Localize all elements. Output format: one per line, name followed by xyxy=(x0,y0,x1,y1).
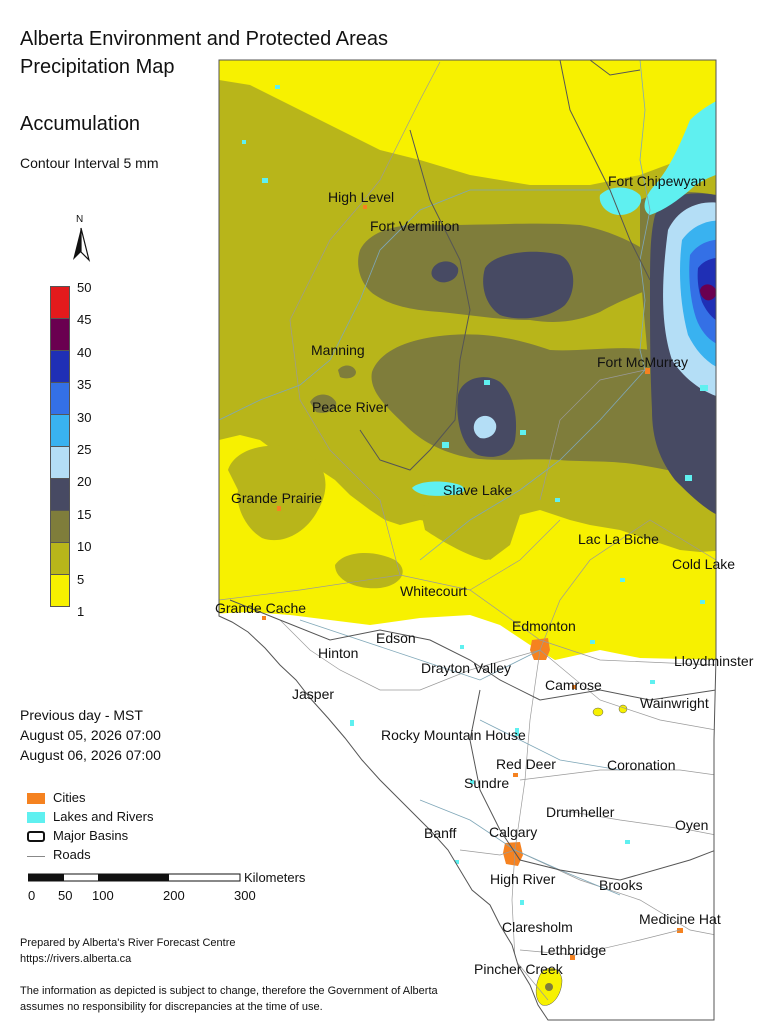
color-scale-label: 30 xyxy=(77,409,92,425)
scale-tick-label: 200 xyxy=(163,888,185,903)
scale-tick-label: 300 xyxy=(234,888,256,903)
disclaimer: The information as depicted is subject t… xyxy=(20,985,438,1013)
city-label: Lloydminster xyxy=(674,653,754,669)
color-scale-label: 5 xyxy=(77,571,85,587)
city-label: Cold Lake xyxy=(672,556,735,572)
color-scale-label: 25 xyxy=(77,442,92,457)
city-label: Lac La Biche xyxy=(578,531,659,547)
yellow-pocket-wainwright-2 xyxy=(618,704,628,714)
city-label: Lethbridge xyxy=(540,942,606,958)
city-label: Brooks xyxy=(599,877,643,893)
city-label: Grande Cache xyxy=(215,600,306,616)
color-scale-label: 1 xyxy=(77,604,85,619)
contour-5-10-lobe-center xyxy=(420,500,500,560)
basin-boundaries xyxy=(229,60,716,881)
rivers xyxy=(219,60,651,896)
city-label: Manning xyxy=(311,342,365,358)
city-label: Claresholm xyxy=(502,919,573,935)
time-period: Previous day - MST August 05, 2026 07:00… xyxy=(20,705,161,765)
city-label: Whitecourt xyxy=(400,583,467,599)
color-scale-label: 50 xyxy=(77,280,92,295)
color-scale-label: 15 xyxy=(77,506,92,522)
basins-swatch xyxy=(27,831,45,842)
city-label: Drayton Valley xyxy=(421,660,511,676)
map-title-line2: Precipitation Map xyxy=(20,56,175,78)
color-scale-label: 40 xyxy=(77,344,92,360)
city-label: Calgary xyxy=(489,824,537,840)
city-label: Fort Vermillion xyxy=(370,218,459,234)
alberta-outline xyxy=(218,59,717,1021)
cities-swatch xyxy=(27,793,45,804)
city-label: Medicine Hat xyxy=(639,911,721,927)
city-label: Red Deer xyxy=(496,756,556,772)
lakes xyxy=(242,85,716,905)
map-title-line1: Alberta Environment and Protected Areas xyxy=(20,28,388,50)
scale-ticks: 0 50 100 200 300 xyxy=(28,888,256,903)
roads-swatch xyxy=(27,856,45,857)
yellow-pocket-wainwright xyxy=(592,707,604,717)
city-label: Edson xyxy=(376,630,416,646)
city-labels: High Level Fort Vermillion Fort Chipewyan M… xyxy=(215,173,754,977)
contour-20-25-central xyxy=(473,415,497,439)
credit-block: Prepared by Alberta's River Forecast Cen… xyxy=(20,935,235,967)
contour-5-10-lobe-grande-prairie xyxy=(228,445,326,541)
credit-url: https://rivers.alberta.ca xyxy=(20,953,132,965)
color-scale-label: 20 xyxy=(77,474,92,490)
contour-15-20-north-right xyxy=(483,251,574,319)
lake-athabasca xyxy=(644,95,716,215)
city-label: Fort Chipewyan xyxy=(608,173,706,189)
color-scale-label: 10 xyxy=(77,539,92,555)
city-label: Oyen xyxy=(675,817,708,833)
city-label: Grande Prairie xyxy=(231,490,322,506)
contour-10-15-central xyxy=(371,334,716,476)
scale-bar: Kilometers 0 50 100 200 300 xyxy=(28,872,306,903)
city-label: Jasper xyxy=(292,686,334,702)
scale-unit: Kilometers xyxy=(244,872,306,885)
contour-40-45 xyxy=(700,284,716,301)
color-scale-label: 35 xyxy=(77,377,92,393)
north-label: N xyxy=(76,214,84,225)
city-label: Peace River xyxy=(312,399,389,415)
city-label: Sundre xyxy=(464,775,509,791)
city-label: High Level xyxy=(328,189,394,205)
calgary-area xyxy=(503,842,523,866)
color-scale xyxy=(50,286,70,607)
map-subtitle: Accumulation xyxy=(20,113,141,135)
edmonton-area xyxy=(530,638,550,660)
color-scale-label: 45 xyxy=(77,312,92,328)
city-label: Slave Lake xyxy=(443,482,512,498)
city-label: High River xyxy=(490,871,556,887)
city-label: Fort McMurray xyxy=(597,354,688,370)
city-label: Hinton xyxy=(318,645,358,661)
city-label: Wainwright xyxy=(640,695,709,711)
contour-interval-note: Contour Interval 5 mm xyxy=(20,155,159,171)
city-label: Rocky Mountain House xyxy=(381,727,526,743)
period-type: Previous day - MST xyxy=(20,707,143,723)
city-label: Camrose xyxy=(545,677,602,693)
contour-5-10-lobe-whitecourt xyxy=(335,553,403,589)
color-scale-swatch xyxy=(50,574,70,607)
city-label: Coronation xyxy=(607,757,676,773)
city-label: Drumheller xyxy=(546,804,615,820)
scale-tick-label: 50 xyxy=(58,888,72,903)
period-start: August 05, 2026 07:00 xyxy=(20,727,161,743)
city-label: Edmonton xyxy=(512,618,576,634)
lesser-slave-lake xyxy=(412,481,465,496)
scale-tick-label: 100 xyxy=(92,888,114,903)
contour-10-15-peace xyxy=(310,394,337,413)
city-label: Pincher Creek xyxy=(474,961,564,977)
period-end: August 06, 2026 07:00 xyxy=(20,747,161,763)
contour-10-15-manning xyxy=(338,365,356,379)
precipitation-fields xyxy=(219,60,716,1020)
city-label: Banff xyxy=(424,825,457,841)
credit-line: Prepared by Alberta's River Forecast Cen… xyxy=(20,937,236,949)
scale-tick-label: 0 xyxy=(28,888,35,903)
contour-15-20-north-left xyxy=(431,261,459,283)
lake-claire xyxy=(599,187,642,215)
lakes-swatch xyxy=(27,812,45,823)
north-arrow-icon xyxy=(73,227,91,262)
